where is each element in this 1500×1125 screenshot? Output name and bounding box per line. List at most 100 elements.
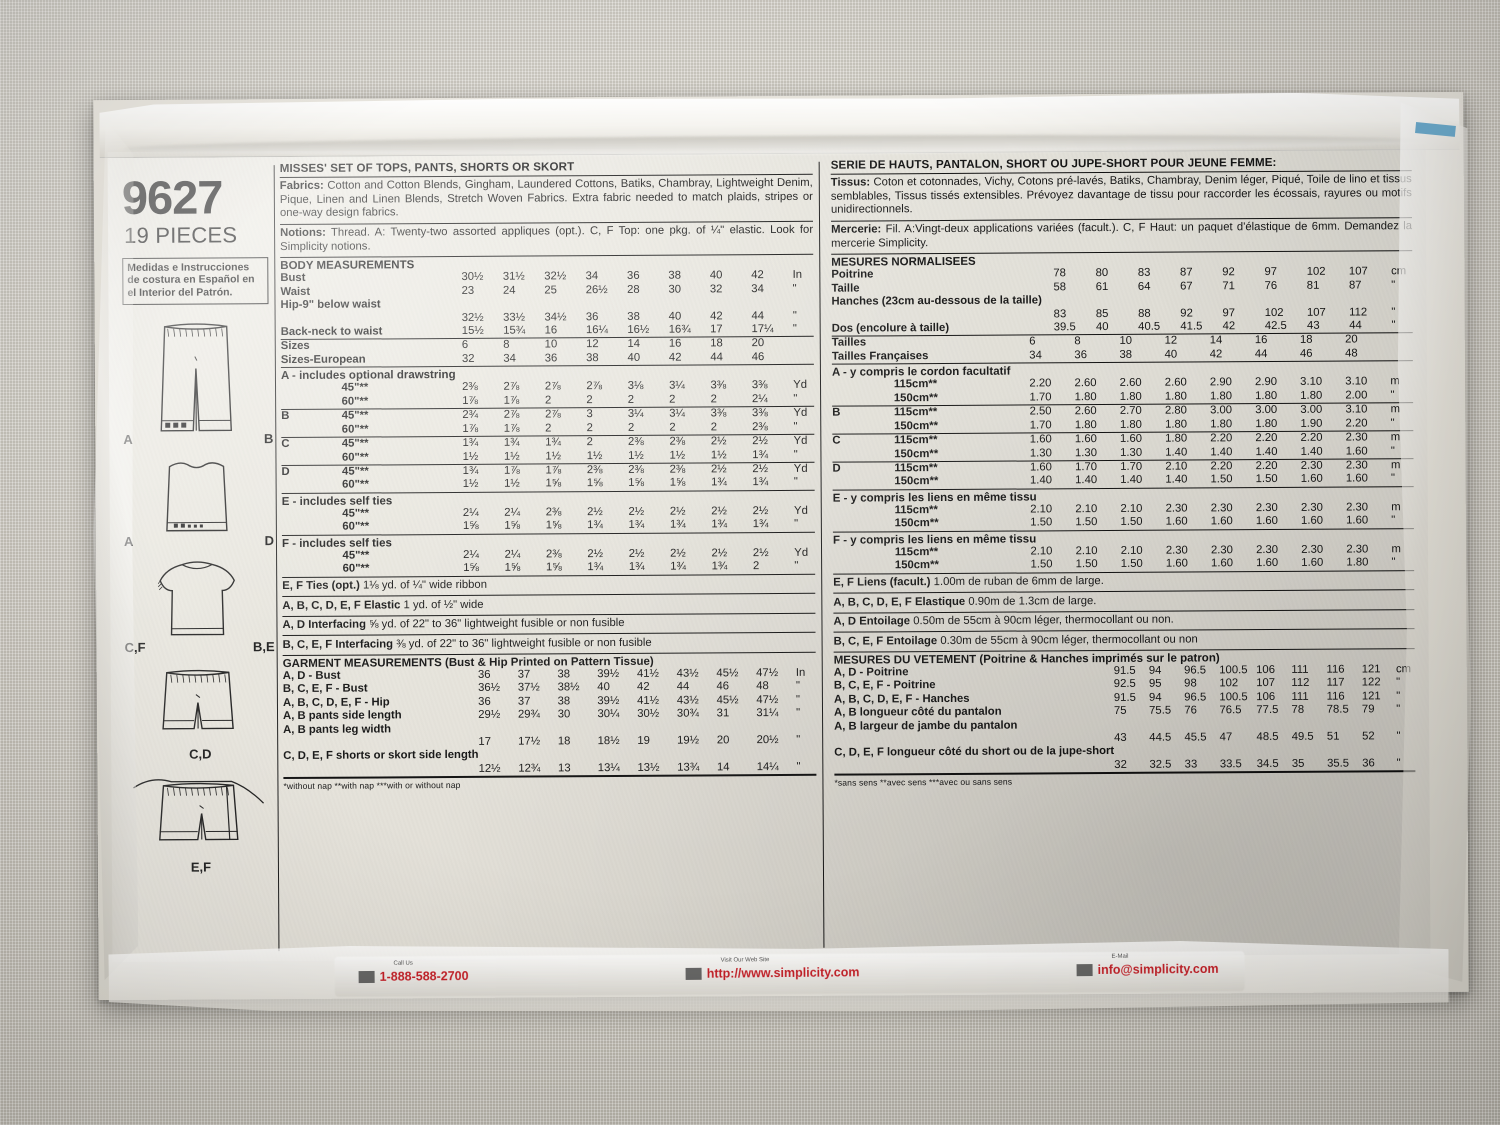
row-value: 38½ bbox=[557, 681, 580, 694]
row-value: 41.5 bbox=[1180, 320, 1203, 333]
yardage-view-block: E - y compris les liens en même tissu 115… bbox=[833, 487, 1414, 533]
view-letter bbox=[281, 424, 296, 438]
row-value bbox=[717, 721, 757, 735]
row-value bbox=[637, 748, 677, 762]
yardage-value: 1.50 bbox=[1120, 557, 1143, 571]
row-value: 30½ bbox=[637, 707, 660, 720]
yardage-value: 2½ bbox=[670, 547, 686, 560]
row-value bbox=[1054, 294, 1096, 308]
yardage-value: 3.00 bbox=[1210, 404, 1233, 417]
row-value: 107 bbox=[1256, 677, 1276, 690]
yardage-value: 1.30 bbox=[1029, 446, 1052, 460]
fabric-width-label: 115cm** bbox=[894, 434, 938, 447]
yardage-value: 1.40 bbox=[1029, 474, 1053, 487]
yardage-value: 1.80 bbox=[1210, 417, 1233, 431]
yardage-unit: Yd bbox=[793, 434, 808, 448]
row-value: 39½ bbox=[597, 694, 620, 707]
row-unit bbox=[1396, 717, 1415, 731]
row-value: 44.5 bbox=[1149, 731, 1172, 744]
row-value: 43 bbox=[1114, 731, 1127, 744]
row-value: 43½ bbox=[676, 667, 699, 680]
yardage-value: 2.30 bbox=[1165, 502, 1188, 515]
yardage-value: 1.70 bbox=[1120, 460, 1143, 473]
yardage-value: 1.50 bbox=[1210, 473, 1233, 486]
fabric-width-label: 150cm** bbox=[894, 419, 939, 432]
english-notions: Notions: Thread. A: Twenty-two assorted … bbox=[280, 222, 813, 258]
row-value: 42 bbox=[710, 309, 723, 323]
yardage-value: 1.60 bbox=[1165, 515, 1188, 528]
row-value: 45½ bbox=[716, 693, 739, 707]
row-value: 30¼ bbox=[597, 708, 620, 721]
row-value: 38 bbox=[557, 668, 571, 681]
yardage-value: 1⅝ bbox=[463, 562, 479, 575]
row-value: 34 bbox=[1029, 349, 1042, 362]
yardage-value: 2⅜ bbox=[586, 464, 603, 477]
row-value: 87 bbox=[1180, 266, 1193, 279]
view-letter bbox=[833, 476, 849, 490]
row-value bbox=[1185, 745, 1220, 759]
figure-pants-label-left: A bbox=[123, 431, 133, 448]
row-value bbox=[717, 748, 757, 762]
row-label: A, D - Bust bbox=[282, 669, 341, 682]
yardage-value: 1¾ bbox=[752, 518, 769, 531]
yardage-view-block: E - includes self ties 45"** 2¼ 2¼ 2⅜ 2½ 2½ 2½ 2… bbox=[282, 491, 815, 536]
yardage-value: 2⅞ bbox=[544, 380, 561, 393]
yardage-value: 2¼ bbox=[463, 548, 479, 561]
yardage-value: 2.60 bbox=[1119, 377, 1142, 390]
yardage-value: 1½ bbox=[504, 478, 520, 491]
yardage-value: 1.60 bbox=[1300, 514, 1324, 528]
yardage-value: 1½ bbox=[503, 450, 520, 463]
yardage-value: 1.60 bbox=[1345, 472, 1368, 485]
fabric-width-label: 150cm** bbox=[893, 391, 938, 405]
figure-tee-label-right: B,E bbox=[252, 639, 275, 655]
row-value: 46 bbox=[751, 351, 765, 364]
row-value: 18½ bbox=[597, 734, 620, 748]
row-value: 39½ bbox=[597, 667, 620, 680]
yardage-value: 1.60 bbox=[1210, 515, 1233, 528]
yardage-value: 1.80 bbox=[1164, 390, 1187, 403]
row-value: 12 bbox=[586, 338, 599, 351]
row-value: 48 bbox=[756, 680, 769, 693]
tank-top-line-drawing bbox=[166, 462, 228, 532]
row-value: 31 bbox=[716, 707, 730, 720]
yardage-value: 1½ bbox=[462, 478, 479, 491]
yardage-value: 1.80 bbox=[1119, 390, 1142, 403]
row-value: 32 bbox=[709, 283, 723, 296]
fabric-width-label: 45"** bbox=[341, 465, 369, 478]
row-value: 41½ bbox=[637, 694, 660, 707]
yardage-value: 1.60 bbox=[1029, 461, 1052, 474]
yardage-value: 2⅜ bbox=[462, 381, 478, 394]
row-value bbox=[757, 747, 797, 761]
yardage-value: 2½ bbox=[628, 547, 645, 560]
envelope-content: 9627 19 PIECES Medidas e Instrucciones d… bbox=[108, 144, 1431, 962]
row-unit: " bbox=[1396, 730, 1401, 743]
row-value: 106 bbox=[1256, 663, 1276, 676]
yardage-value: 2.80 bbox=[1164, 404, 1187, 417]
row-label: Poitrine bbox=[831, 268, 874, 281]
figure-shorts-label: C,D bbox=[189, 746, 212, 762]
french-fabrics-label: Tissus: bbox=[830, 176, 871, 189]
yardage-table: B 115cm** 2.50 2.60 2.70 2.80 3.00 3.00 3.00 3.10… bbox=[832, 403, 1413, 433]
yardage-value: 1.80 bbox=[1346, 556, 1369, 569]
yardage-value: 1⅞ bbox=[503, 422, 520, 435]
french-column: SERIE DE HAUTS, PANTALON, SHORT OU JUPE-… bbox=[818, 154, 1423, 952]
row-value: 35 bbox=[1291, 757, 1305, 770]
row-value: 111 bbox=[1291, 663, 1309, 676]
yardage-unit: " bbox=[1390, 389, 1395, 402]
fabric-width-label: 60"** bbox=[342, 520, 370, 533]
row-value: 33.5 bbox=[1219, 758, 1242, 771]
row-value: 43½ bbox=[676, 694, 699, 707]
yardage-value: 1½ bbox=[586, 449, 603, 462]
english-sizes-table: Sizes 6 8 10 12 14 16 18 20 Sizes-European 32 34 36 3… bbox=[281, 337, 814, 367]
french-footnote: *sans sens **avec sens ***avec ou sans s… bbox=[834, 776, 1013, 788]
french-notions-lines: E, F Liens (facult.) 1.00m de ruban de 6… bbox=[833, 571, 1415, 653]
row-value bbox=[518, 749, 558, 763]
view-letter: C bbox=[281, 438, 290, 451]
row-value: 40.5 bbox=[1138, 320, 1161, 333]
yardage-value: 2¼ bbox=[751, 392, 768, 405]
row-value: 13¾ bbox=[677, 761, 700, 774]
yardage-value: 1.50 bbox=[1030, 516, 1053, 529]
yardage-unit: " bbox=[794, 518, 799, 531]
row-value: 91.5 bbox=[1113, 691, 1136, 704]
yardage-value: 2.30 bbox=[1346, 543, 1369, 556]
